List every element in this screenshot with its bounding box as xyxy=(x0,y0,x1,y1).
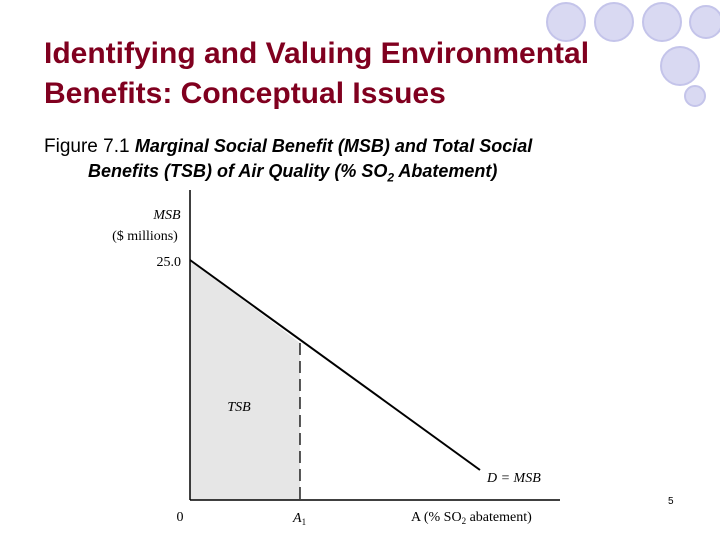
a1-subscript: 1 xyxy=(302,517,307,527)
slide-title: Identifying and Valuing Environmental Be… xyxy=(44,34,604,114)
decor-circle xyxy=(594,2,634,42)
curve-label: D = MSB xyxy=(486,471,541,486)
decor-circle xyxy=(642,2,682,42)
caption-line-1: Marginal Social Benefit (MSB) and Total … xyxy=(134,136,533,156)
title-line-1: Identifying and Valuing Environmental xyxy=(44,37,590,70)
tsb-label: TSB xyxy=(227,400,251,415)
x-axis-label-subscript: 2 xyxy=(462,516,467,526)
caption-line-2-text: Benefits (TSB) of Air Quality (% SO xyxy=(88,161,388,181)
a1-label: A1 xyxy=(292,511,306,527)
caption-line-2-end: Abatement) xyxy=(394,161,498,181)
caption-subscript: 2 xyxy=(387,170,395,185)
x-axis-label: A (% SO2 abatement) xyxy=(411,510,532,526)
decor-circle xyxy=(689,5,720,39)
x-axis-label-text: A (% SO xyxy=(411,510,462,525)
tsb-shaded-area xyxy=(190,260,300,500)
x-axis-label-end: abatement) xyxy=(466,510,532,525)
page-number: 5 xyxy=(668,496,674,507)
caption-line-2: Benefits (TSB) of Air Quality (% SO2 Aba… xyxy=(44,159,684,191)
y-intercept-label: 25.0 xyxy=(157,255,182,270)
origin-label: 0 xyxy=(177,510,184,525)
a1-letter: A xyxy=(292,511,302,526)
figure-caption: Figure 7.1 Marginal Social Benefit (MSB)… xyxy=(44,134,684,191)
y-axis-label-line-2: ($ millions) xyxy=(112,229,178,244)
decorative-circles xyxy=(546,2,720,107)
decor-circle xyxy=(660,46,700,86)
title-line-2: Benefits: Conceptual Issues xyxy=(44,77,446,110)
msb-demand-line xyxy=(189,259,481,471)
figure-label: Figure 7.1 xyxy=(44,136,130,157)
decor-circle xyxy=(546,2,586,42)
decor-circle xyxy=(684,85,706,107)
y-axis-label-line-1: MSB xyxy=(152,208,181,223)
